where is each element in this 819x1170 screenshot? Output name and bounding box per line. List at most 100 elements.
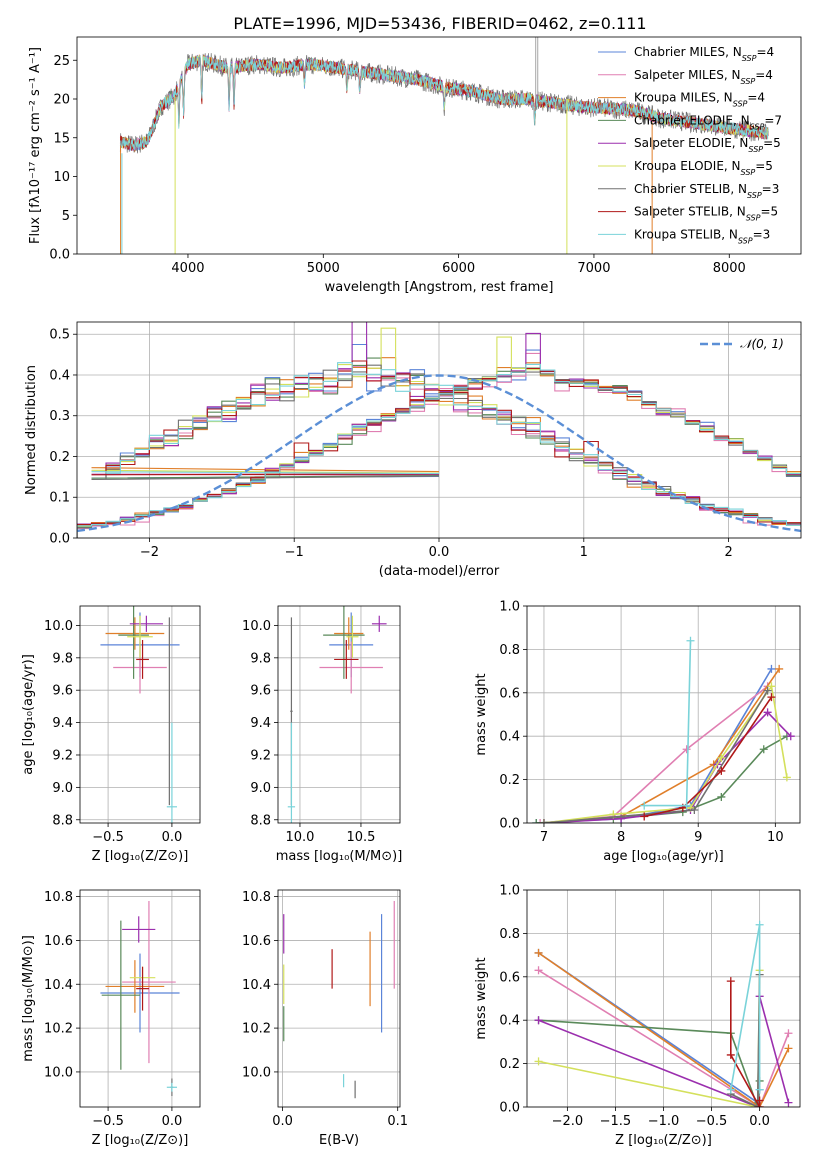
weight-vs-age-line-kroupa-elodie <box>543 684 788 823</box>
residuals-ytick-label: 0.1 <box>49 491 70 506</box>
weight-vs-Z-ytick-label: 0.0 <box>499 1101 520 1116</box>
weight-vs-age-marker-kroupa-elodie <box>767 682 776 691</box>
mass-vs-extinction-panel: 0.0 0.1 10.0 10.2 10.4 10.6 10.8 E(B-V) <box>242 889 408 1148</box>
weight-vs-age-marker-salpeter-elodie <box>786 732 795 741</box>
spectrum-ylabel: Flux [fλ10⁻¹⁷ erg cm⁻² s⁻¹ A⁻¹] <box>28 47 43 244</box>
weight-vs-Z-marker-kroupa-elodie <box>534 1057 543 1066</box>
normal-legend-label: 𝒩(0, 1) <box>740 337 784 351</box>
mass-vs-ebv-xlabel: E(B-V) <box>319 1133 359 1148</box>
weight-vs-Z-frame <box>526 889 801 1108</box>
weight-vs-Z-xtick-label: −0.5 <box>696 1114 728 1129</box>
age-vs-Z-ytick-label: 9.8 <box>52 651 73 666</box>
mass-vs-Z-ytick-label: 10.4 <box>44 978 73 993</box>
mass-vs-Z-xtick-label: −0.5 <box>92 1114 124 1129</box>
weight-vs-age-marker-kroupa-stelib <box>686 636 695 645</box>
mass-vs-Z-ytick-label: 10.0 <box>44 1065 73 1080</box>
mass-vs-ebv-xtick-label: 0.1 <box>387 1114 408 1129</box>
residuals-xtick-label: −2 <box>140 545 159 560</box>
spectrum-ytick-label: 0.0 <box>49 248 70 263</box>
age-vs-mass-ytick-label: 9.6 <box>250 684 271 699</box>
weight-vs-age-ytick-label: 1.0 <box>499 600 520 615</box>
normal-curve <box>77 374 801 533</box>
spectrum-series-kroupa-stelib <box>119 55 769 151</box>
age-vs-mass-ytick-label: 9.0 <box>250 781 271 796</box>
weight-vs-age-line-salpeter-miles <box>540 685 769 823</box>
histogram-series-right-kroupa-stelib <box>91 362 801 527</box>
weight-vs-Z-ytick-label: 0.8 <box>499 927 520 942</box>
weight-vs-Z-ytick-label: 0.6 <box>499 970 520 985</box>
weight-vs-age-marker-chabrier-elodie <box>532 819 541 823</box>
weight-vs-Z-xtick-label: −1.5 <box>600 1114 632 1129</box>
spectrum-plot-area <box>119 37 769 254</box>
weight-vs-age-xlabel: age [log₁₀(age/yr)] <box>603 849 724 864</box>
age-vs-mass-frame <box>277 605 401 824</box>
residuals-xtick-label: −1 <box>285 545 304 560</box>
mass-vs-ebv-ytick-label: 10.6 <box>242 934 271 949</box>
spectrum-ytick-label: 5 <box>62 209 70 224</box>
residuals-ytick-label: 0.2 <box>49 450 70 465</box>
spectrum-legend: Chabrier MILES, NSSP=4 Salpeter MILES, NS… <box>598 45 782 245</box>
weight-vs-Z-ytick-label: 1.0 <box>499 884 520 899</box>
weight-vs-age-ytick-label: 0.2 <box>499 773 520 788</box>
age-vs-metallicity-panel: −0.5 0.0 8.8 9.0 9.2 9.4 9.6 9.8 10.0 Z [log₁₀(Z/… <box>21 605 201 864</box>
weight-vs-age-marker-salpeter-elodie <box>763 708 772 717</box>
legend-label-chabrier-miles: Chabrier MILES, NSSP=4 <box>634 45 774 63</box>
weight-vs-age-marker-kroupa-miles <box>775 664 784 673</box>
age-vs-mass-panel: 10.0 10.5 8.8 9.0 9.2 9.4 9.6 9.8 10.0 mass [log₁… <box>242 605 402 864</box>
mass-vs-Z-ytick-label: 10.2 <box>44 1022 73 1037</box>
spectrum-xtick-label: 7000 <box>577 261 610 276</box>
mass-vs-Z-xlabel: Z [log₁₀(Z/Z⊙)] <box>92 1133 189 1148</box>
weight-vs-Z-marker-salpeter-elodie <box>784 1098 793 1107</box>
mass-vs-metallicity-panel: −0.5 0.0 10.0 10.2 10.4 10.6 10.8 Z [log₁₀(Z/Z⊙… <box>21 889 201 1148</box>
weight-vs-Z-xtick-label: 0.0 <box>749 1114 770 1129</box>
weight-vs-age-xtick-label: 7 <box>540 830 548 845</box>
residuals-ytick-label: 0.4 <box>49 368 70 383</box>
weight-vs-Z-line-kroupa-stelib <box>730 924 761 1090</box>
spectrum-ytick-label: 15 <box>53 131 70 146</box>
legend-label-kroupa-stelib: Kroupa STELIB, NSSP=3 <box>634 227 770 245</box>
mass-vs-Z-ytick-label: 10.8 <box>44 890 73 905</box>
weight-vs-age-marker-chabrier-stelib <box>539 819 548 823</box>
histogram-series-kroupa-stelib <box>77 363 801 538</box>
mass-vs-ebv-ytick-label: 10.8 <box>242 890 271 905</box>
weight-vs-age-frame <box>526 605 801 824</box>
residuals-frame <box>76 321 802 539</box>
weight-vs-age-panel: 7 8 9 10 0.0 0.2 0.4 0.6 0.8 1.0 age [log₁₀(age/yr… <box>474 600 801 864</box>
spectrum-panel: 4000 5000 6000 7000 8000 0.0 5 10 15 20 25 waveleng… <box>28 36 802 295</box>
spectrum-ytick-label: 25 <box>53 54 70 69</box>
mass-vs-ebv-xtick-label: 0.0 <box>272 1114 293 1129</box>
age-vs-Z-ytick-label: 9.2 <box>52 748 73 763</box>
weight-vs-Z-marker-kroupa-stelib <box>755 1085 764 1094</box>
weight-vs-age-xtick-label: 8 <box>617 830 625 845</box>
weight-vs-Z-ytick-label: 0.2 <box>499 1057 520 1072</box>
age-vs-mass-ytick-label: 9.2 <box>250 748 271 763</box>
weight-vs-Z-marker-salpeter-stelib <box>726 1050 735 1059</box>
weight-vs-age-ytick-label: 0.8 <box>499 643 520 658</box>
spectrum-ytick-label: 20 <box>53 93 70 108</box>
legend-label-salpeter-elodie: Salpeter ELODIE, NSSP=5 <box>634 136 781 154</box>
weight-vs-age-ylabel: mass weight <box>474 673 489 755</box>
age-vs-Z-ytick-label: 9.6 <box>52 684 73 699</box>
spectrum-xtick-label: 4000 <box>171 261 204 276</box>
mass-vs-Z-frame <box>79 889 201 1108</box>
legend-label-kroupa-elodie: Kroupa ELODIE, NSSP=5 <box>634 159 773 177</box>
weight-vs-age-line-chabrier-stelib <box>543 690 769 823</box>
residuals-plot-area <box>77 322 801 538</box>
weight-vs-Z-plot-area <box>534 920 793 1107</box>
weight-vs-Z-xtick-label: −1.0 <box>648 1114 680 1129</box>
age-vs-Z-ytick-label: 9.4 <box>52 716 73 731</box>
histogram-series-right-salpeter-elodie <box>91 322 801 526</box>
weight-vs-age-marker-chabrier-stelib <box>690 805 699 814</box>
residual-histogram-panel: −2 −1 0.0 1 2 0.0 0.1 0.2 0.3 0.4 0.5 (data-model)/… <box>24 321 802 579</box>
residuals-ytick-label: 0.3 <box>49 409 70 424</box>
legend-label-chabrier-elodie: Chabrier ELODIE, NSSP=7 <box>634 113 782 130</box>
age-vs-mass-ytick-label: 9.8 <box>250 651 271 666</box>
weight-vs-metallicity-panel: −2.0 −1.5 −1.0 −0.5 0.0 0.0 0.2 0.4 0.6 0.8 1.0 Z [… <box>474 884 801 1148</box>
weight-vs-Z-marker-kroupa-miles <box>534 948 543 957</box>
age-vs-Z-plot-area <box>100 606 180 823</box>
age-vs-Z-ytick-label: 10.0 <box>44 619 73 634</box>
weight-vs-Z-xlabel: Z [log₁₀(Z/Z⊙)] <box>615 1133 712 1148</box>
age-vs-Z-ytick-label: 8.8 <box>52 813 73 828</box>
weight-vs-age-line-salpeter-stelib <box>644 696 773 818</box>
weight-vs-age-marker-kroupa-elodie <box>782 773 791 782</box>
